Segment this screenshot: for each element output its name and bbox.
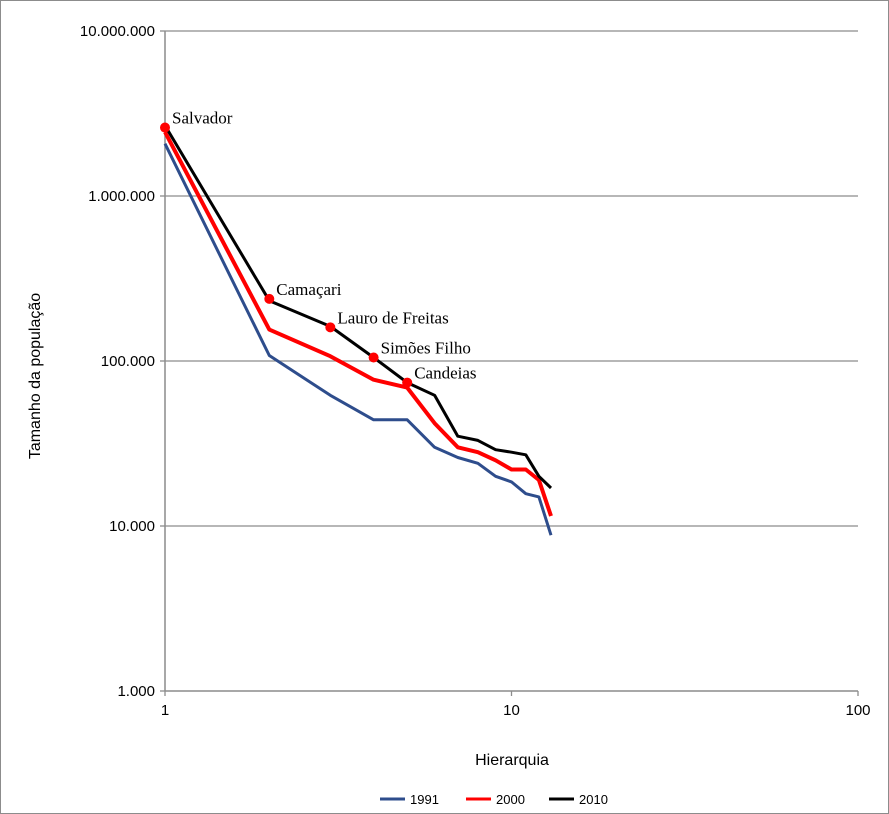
legend-label-2000: 2000 — [496, 792, 525, 807]
x-tick-label: 10 — [503, 702, 520, 719]
axes — [164, 31, 858, 692]
series-line-2010 — [163, 124, 553, 490]
series-line-2000 — [163, 131, 553, 517]
annotation-label: Candeias — [414, 364, 476, 383]
x-tick-labels: 1 10 100 — [161, 702, 871, 719]
annotation-point — [160, 122, 170, 133]
legend-label-1991: 1991 — [410, 792, 439, 807]
annotation-point — [402, 377, 413, 388]
y-tick-label: 100.000 — [101, 353, 155, 370]
annotation-label: Camaçari — [276, 280, 341, 299]
annotation-point — [368, 352, 379, 363]
y-tick-labels: 1.000 10.000 100.000 1.000.000 10.000.000 — [80, 23, 155, 700]
x-tick-label: 1 — [161, 702, 169, 719]
annotation-label: Simões Filho — [381, 339, 471, 358]
x-tick-label: 100 — [845, 702, 870, 719]
x-axis-title: Hierarquia — [475, 752, 549, 769]
series-lines — [163, 124, 553, 536]
legend-label-2010: 2010 — [579, 792, 608, 807]
annotation-label: Lauro de Freitas — [337, 308, 448, 327]
y-tick-label: 1.000.000 — [88, 188, 155, 205]
y-tick-label: 10.000 — [109, 518, 155, 535]
annotation-point — [325, 322, 336, 333]
legend: 1991 2000 2010 — [380, 792, 608, 807]
gridlines — [160, 30, 859, 696]
series-line-1991 — [163, 143, 553, 536]
y-axis-title: Tamanho da população — [27, 293, 44, 459]
y-tick-label: 1.000 — [117, 683, 155, 700]
annotations: Salvador Camaçari Lauro de Freitas Simões F… — [160, 109, 477, 388]
y-tick-label: 10.000.000 — [80, 23, 155, 40]
annotation-label: Salvador — [172, 109, 233, 128]
annotation-point — [264, 293, 275, 304]
